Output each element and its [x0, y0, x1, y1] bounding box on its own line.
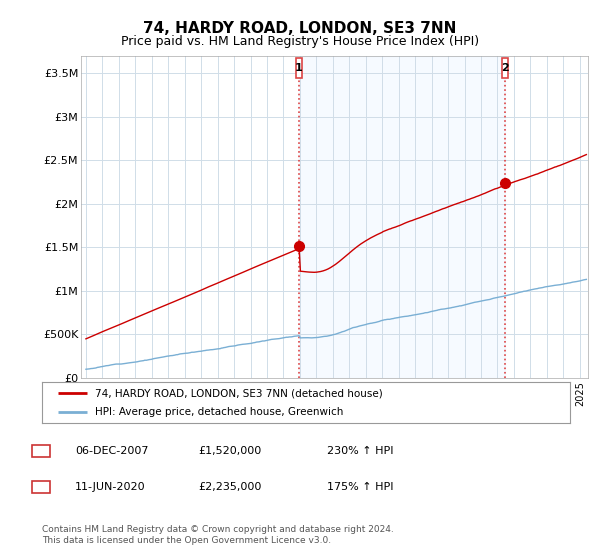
- FancyBboxPatch shape: [296, 58, 302, 78]
- Text: 175% ↑ HPI: 175% ↑ HPI: [327, 482, 394, 492]
- Text: £2,235,000: £2,235,000: [198, 482, 262, 492]
- Text: 74, HARDY ROAD, LONDON, SE3 7NN: 74, HARDY ROAD, LONDON, SE3 7NN: [143, 21, 457, 36]
- Text: 11-JUN-2020: 11-JUN-2020: [75, 482, 146, 492]
- Text: 2: 2: [501, 63, 509, 73]
- Text: HPI: Average price, detached house, Greenwich: HPI: Average price, detached house, Gree…: [95, 407, 343, 417]
- Text: £1,520,000: £1,520,000: [198, 446, 261, 456]
- Text: 2: 2: [37, 482, 44, 492]
- Bar: [299, 56, 505, 378]
- Text: 74, HARDY ROAD, LONDON, SE3 7NN (detached house): 74, HARDY ROAD, LONDON, SE3 7NN (detache…: [95, 389, 383, 398]
- Text: Price paid vs. HM Land Registry's House Price Index (HPI): Price paid vs. HM Land Registry's House …: [121, 35, 479, 48]
- Text: 06-DEC-2007: 06-DEC-2007: [75, 446, 149, 456]
- Text: 1: 1: [295, 63, 302, 73]
- Text: Contains HM Land Registry data © Crown copyright and database right 2024.
This d: Contains HM Land Registry data © Crown c…: [42, 525, 394, 545]
- Text: 1: 1: [37, 446, 44, 456]
- FancyBboxPatch shape: [502, 58, 508, 78]
- Text: 230% ↑ HPI: 230% ↑ HPI: [327, 446, 394, 456]
